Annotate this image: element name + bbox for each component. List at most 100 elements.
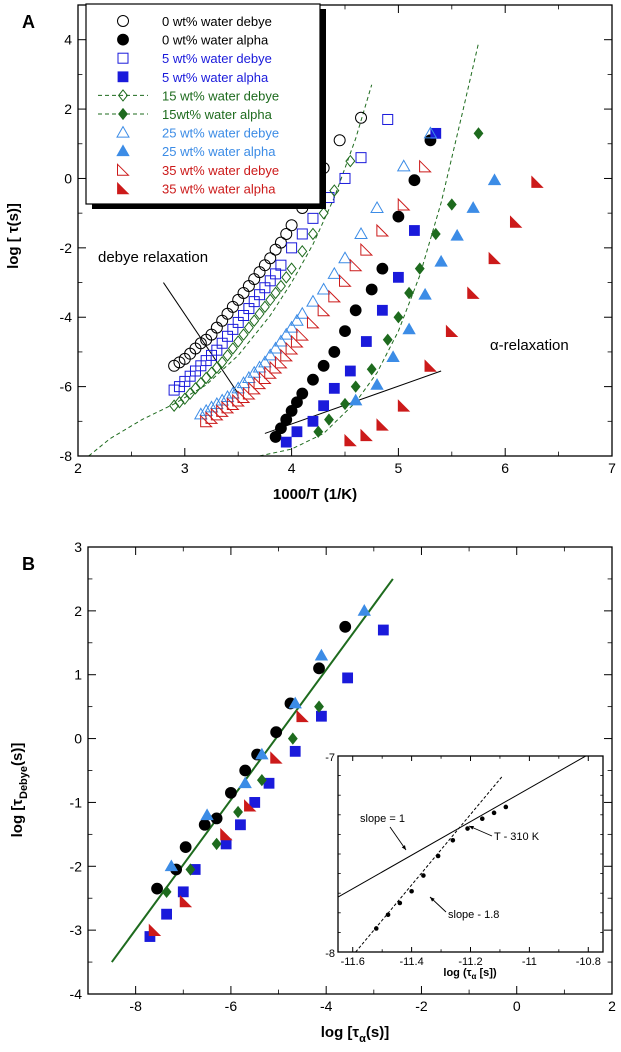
data-point [382,113,394,125]
panel-b-y-tick-label: 3 [74,539,82,555]
data-point [254,307,265,321]
data-point [386,350,400,363]
data-point [242,280,255,293]
legend-label: 15 wt% water debye [162,88,279,103]
data-point [248,273,261,286]
data-point [354,226,368,239]
data-point [316,282,331,295]
data-point [370,200,384,213]
panel-b-fit-line [111,578,394,963]
data-point [450,228,464,241]
data-point [226,300,239,313]
annotation-debye-relaxation: debye relaxation [98,249,208,266]
legend-item: 35 wt% water alpha [117,181,276,196]
data-point [339,172,351,184]
data-point [313,662,325,675]
inset-arrow-slope-1-8-head [430,897,435,902]
legend-label: 15wt% water alpha [162,107,273,122]
panel-b-y-tick-label: 0 [74,731,82,747]
data-point [313,425,324,438]
alpha-15wt-fit-curve [259,43,479,456]
panel-b-x-label-tail: (s)] [366,1024,389,1041]
panel-a-x-tick-label: 7 [608,460,616,476]
data-point [423,126,438,139]
legend-marker [118,107,128,121]
data-point [318,400,330,412]
data-point [274,334,288,347]
data-point [238,328,249,341]
data-point [344,365,356,377]
panel-b-y-tick-label: -2 [70,858,83,874]
data-point [445,324,459,338]
series-35-wt-water-alpha [344,175,544,447]
data-point [259,300,270,314]
inset-line-slope-1-8 [355,775,504,952]
data-point [256,773,267,787]
data-point [340,397,350,411]
data-point [279,327,294,340]
panel-a-y-axis-label: log [ τ(s)] [5,203,22,269]
legend-label: 5 wt% water debye [162,51,272,66]
legend-marker [117,89,129,102]
data-point [329,184,340,197]
data-point [473,127,484,140]
data-point [244,799,257,812]
inset-arrow-slope-1 [389,826,407,851]
data-point [338,251,352,264]
panel-b-x-tick-label: 0 [513,998,521,1014]
panel-a-x-tick-label: 2 [74,460,82,476]
panel-b-x-tick-label: 2 [608,998,616,1014]
inset-x-label-tail: [s]) [476,967,497,979]
panel-b-x-axis-label: log [τα(s)] [321,1024,389,1045]
data-point [307,373,319,386]
data-point [286,262,297,275]
panel-b-x-label-sub: α [359,1033,366,1045]
data-point [295,306,310,319]
data-point [249,797,261,808]
panel-a-y-tick-labels: -8 -6 -4 -2 0 2 4 [60,32,73,464]
legend-item: 15 wt% water debye [98,88,279,103]
data-point [290,334,304,348]
data-point [185,387,196,400]
data-point [285,219,298,232]
data-point [397,399,411,412]
data-point [408,174,421,187]
panel-b-y-label-tail: (s)] [9,743,26,766]
inset-x-axis-label: log (τα [s]) [443,967,497,981]
panel-a-y-tick-label: 2 [64,101,72,117]
panel-a-x-tick-label: 5 [395,460,403,476]
panel-a-x-tick-label: 6 [501,460,509,476]
data-point [328,289,342,303]
data-point [275,279,286,293]
data-point [263,348,278,361]
inset-x-tick-label: -10.8 [576,956,601,968]
data-point [376,418,389,431]
inset-x-tick-labels: -11.6 -11.4 -11.2 -11 -10.8 [341,956,601,968]
data-point [225,786,237,799]
legend-marker [117,15,129,27]
data-point [345,154,356,168]
data-point [307,212,319,224]
data-point [206,366,217,380]
data-point [249,314,260,328]
data-point [280,348,293,362]
panel-a: A 2 3 4 5 6 7 -8 -6 -4 -2 0 2 4 1000/T (1/K) log [ … [5,3,616,503]
legend-marker [117,71,129,83]
panel-b-x-label-main: log [τ [321,1024,360,1041]
data-point [376,262,389,275]
data-point [195,376,206,390]
series-15-wt-water-debye [169,154,356,412]
data-point [446,198,457,211]
data-point [268,341,283,354]
inset-data-point [435,853,441,859]
panel-a-y-tick-label: -4 [60,309,73,325]
legend-marker [117,52,129,64]
series-15wt-water-alpha [313,127,484,438]
legend-label: 25 wt% water alpha [162,144,276,159]
data-point [151,882,163,895]
data-point [148,923,162,937]
legend-label: 0 wt% water debye [162,14,272,29]
series-5-wt-water-alpha [280,127,442,448]
data-point [243,321,254,334]
inset-data-point [385,912,391,918]
